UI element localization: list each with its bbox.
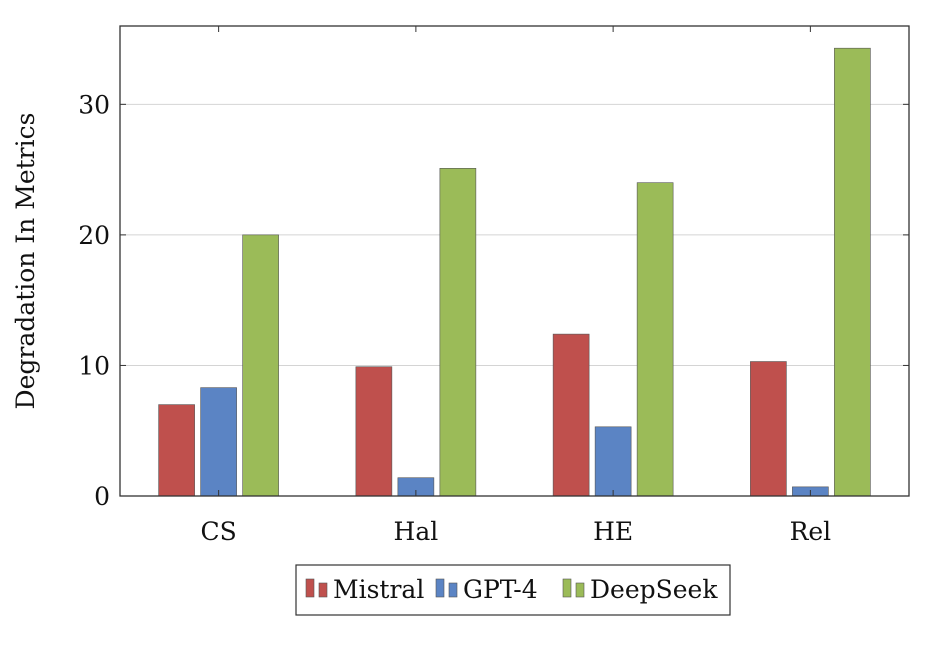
bar-deepseek-rel bbox=[834, 47, 871, 497]
grid-lines bbox=[120, 103, 909, 366]
bar-gpt-4-cs bbox=[200, 387, 237, 497]
legend-swatch-gpt-4-a bbox=[435, 578, 445, 598]
x-axis: CS Hal HE Rel bbox=[200, 26, 831, 546]
x-tick-label-rel: Rel bbox=[790, 517, 832, 546]
bar-mistral-hal bbox=[355, 366, 393, 497]
y-tick-label: 0 bbox=[94, 482, 110, 511]
legend: Mistral GPT-4 DeepSeek bbox=[295, 564, 731, 616]
legend-label-deepseek: DeepSeek bbox=[590, 575, 718, 604]
bars bbox=[158, 47, 871, 497]
legend-swatch-mistral-b bbox=[318, 582, 328, 598]
y-axis: 0 10 20 30 bbox=[78, 90, 909, 511]
y-tick-label: 10 bbox=[78, 351, 110, 380]
legend-swatch-mistral-a bbox=[305, 578, 315, 598]
x-tick-label-hal: Hal bbox=[394, 517, 439, 546]
legend-box bbox=[295, 564, 731, 616]
x-tick-label-he: HE bbox=[593, 517, 633, 546]
bar-mistral-cs bbox=[158, 404, 195, 497]
y-axis-label: Degradation In Metrics bbox=[11, 113, 40, 410]
plot-frame bbox=[119, 25, 910, 497]
bar-deepseek-hal bbox=[439, 168, 477, 497]
y-tick-label: 20 bbox=[78, 221, 110, 250]
legend-swatch-gpt-4-b bbox=[448, 582, 458, 598]
y-tick-label: 30 bbox=[78, 90, 110, 119]
bar-gpt-4-he bbox=[594, 426, 632, 497]
legend-label-mistral: Mistral bbox=[333, 575, 424, 604]
bar-deepseek-he bbox=[636, 182, 674, 497]
legend-swatch-deepseek-a bbox=[562, 578, 572, 598]
x-tick-label-cs: CS bbox=[200, 517, 236, 546]
legend-label-gpt-4: GPT-4 bbox=[463, 575, 538, 604]
bar-mistral-he bbox=[552, 333, 590, 497]
legend-swatch-deepseek-b bbox=[575, 582, 585, 598]
bar-deepseek-cs bbox=[242, 234, 279, 497]
bar-mistral-rel bbox=[750, 361, 787, 497]
